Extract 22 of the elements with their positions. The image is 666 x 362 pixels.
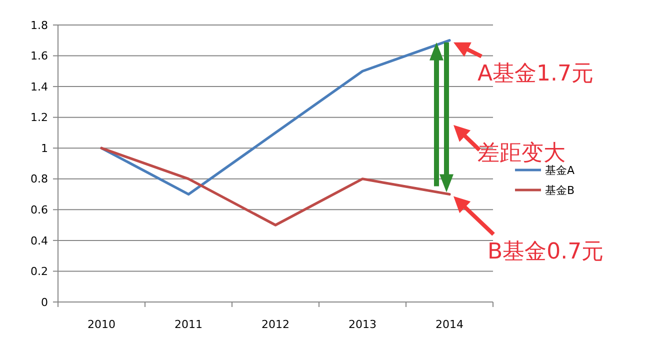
annotation: 差距变大 bbox=[478, 141, 566, 166]
y-tick-label: 1.6 bbox=[30, 50, 48, 63]
y-tick-label: 0.4 bbox=[30, 234, 48, 248]
x-tick-label: 2014 bbox=[436, 318, 464, 331]
legend-label: 基金A bbox=[545, 164, 575, 177]
x-tick-label: 2012 bbox=[262, 318, 290, 331]
annotation: A基金1.7元 bbox=[478, 61, 594, 86]
y-tick-label: 0.8 bbox=[30, 172, 48, 186]
line-series bbox=[100, 39, 451, 196]
y-tick-label: 0.6 bbox=[30, 204, 48, 217]
annotation: B基金0.7元 bbox=[488, 239, 604, 264]
x-tick-label: 2010 bbox=[88, 318, 116, 331]
y-tick-label: 1.4 bbox=[30, 80, 48, 94]
x-tick-label: 2013 bbox=[348, 318, 376, 331]
y-tick-label: 1.8 bbox=[30, 18, 48, 32]
y-tick-label: 1 bbox=[41, 142, 48, 155]
y-tick-label: 0 bbox=[41, 296, 48, 309]
x-tick-label: 2011 bbox=[174, 318, 202, 331]
line-series bbox=[100, 146, 451, 226]
y-tick-label: 0.2 bbox=[30, 265, 48, 278]
y-tick-label: 1.2 bbox=[30, 111, 48, 124]
legend-label: 基金B bbox=[545, 184, 575, 197]
